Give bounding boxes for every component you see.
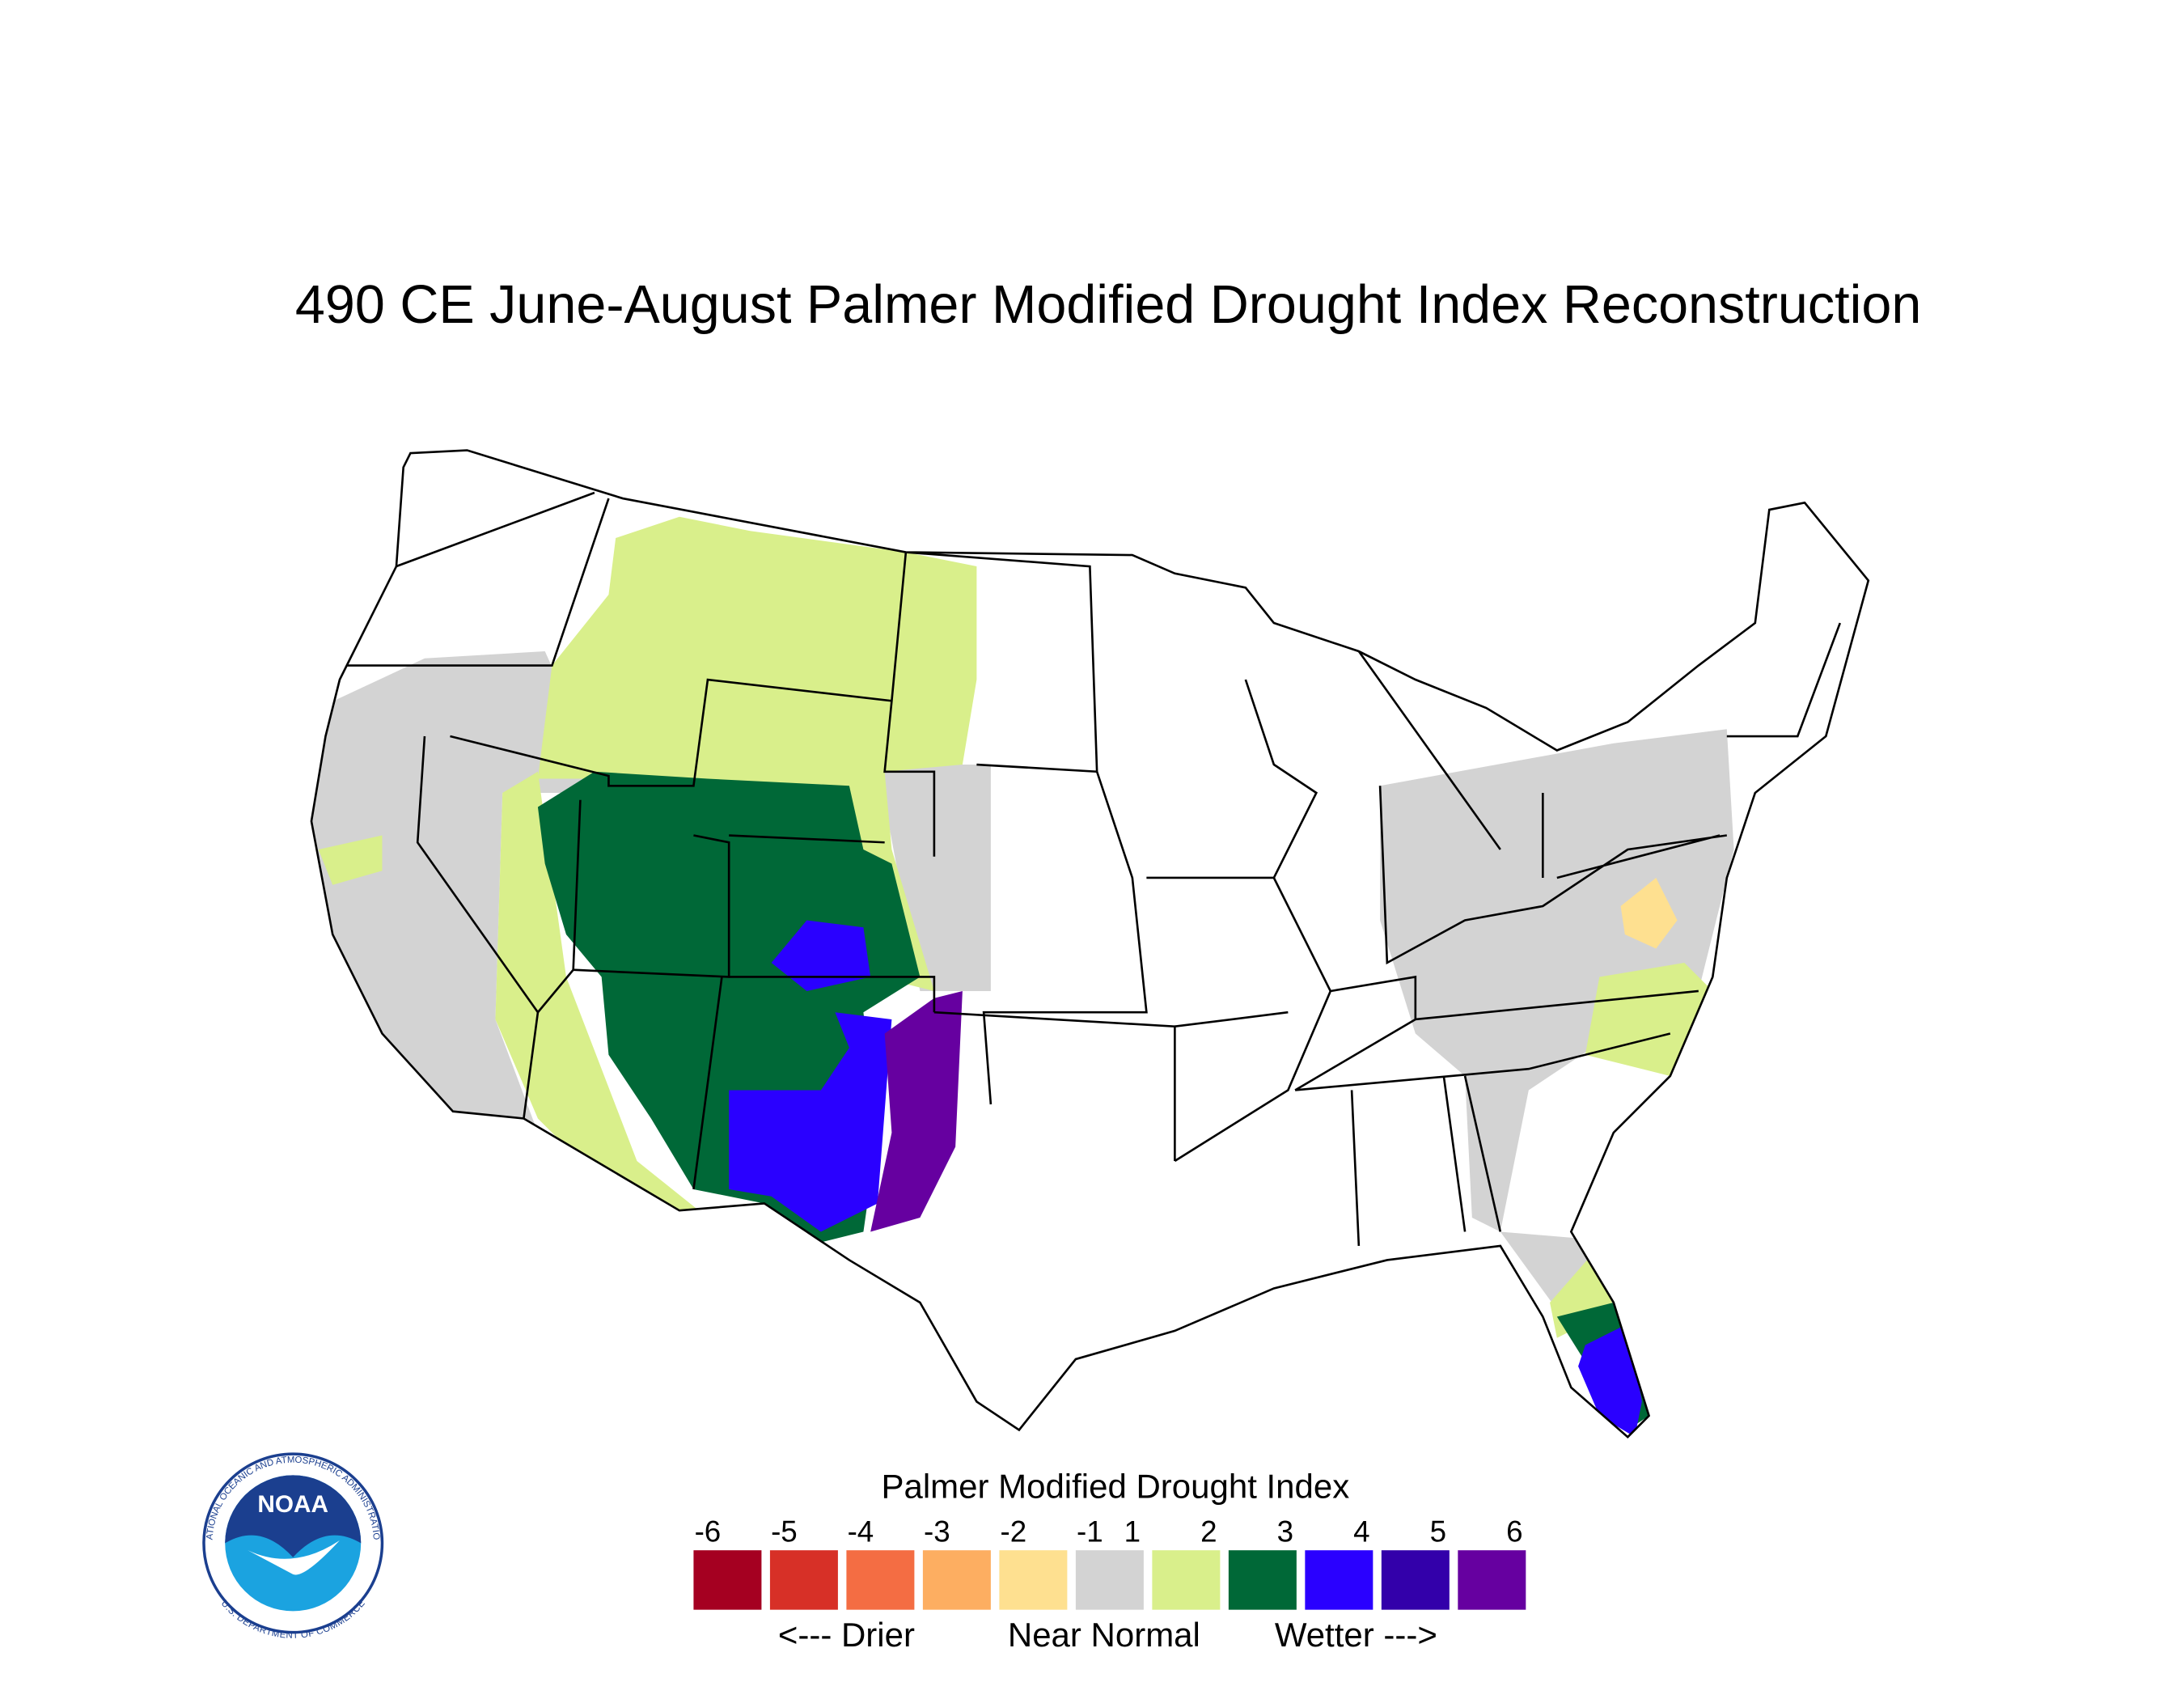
legend-tick-label: 6	[1506, 1515, 1522, 1549]
region-exceptional-wet	[870, 990, 963, 1232]
legend-tick-label: -5	[771, 1515, 798, 1549]
legend-tick-label: -3	[924, 1515, 950, 1549]
legend: -6 -5 -4 -3 -2 -1 1 2 3 4 5 6 <--- Drier Near Normal W…	[693, 1515, 1526, 1654]
region-near-normal	[311, 651, 609, 1133]
legend-swatch	[1075, 1550, 1144, 1610]
legend-swatch	[1152, 1550, 1221, 1610]
region-extreme-wet	[1578, 1324, 1642, 1438]
region-near-normal	[877, 765, 991, 991]
logo-name: NOAA	[257, 1491, 328, 1518]
legend-tick-label: 2	[1200, 1515, 1217, 1549]
legend-swatch	[922, 1550, 991, 1610]
legend-swatch	[999, 1550, 1068, 1610]
legend-swatch	[1228, 1550, 1297, 1610]
legend-swatch	[693, 1550, 762, 1610]
region-wet	[495, 771, 708, 1218]
region-wet	[318, 835, 383, 885]
legend-tick-label: 1	[1124, 1515, 1141, 1549]
legend-swatch	[769, 1550, 838, 1610]
legend-swatch	[1458, 1550, 1526, 1610]
legend-label: Wetter --->	[1275, 1616, 1437, 1654]
region-extreme-wet	[729, 920, 892, 1232]
legend-swatch	[846, 1550, 915, 1610]
legend-title: Palmer Modified Drought Index	[881, 1467, 1349, 1505]
legend-swatch	[1381, 1550, 1450, 1610]
region-dry	[1620, 877, 1678, 949]
logo-bird	[248, 1540, 340, 1575]
legend-label: Near Normal	[1008, 1616, 1200, 1654]
legend-tick-label: -4	[848, 1515, 874, 1549]
legend-swatch	[1305, 1550, 1373, 1610]
map-title: 490 CE June-August Palmer Modified Droug…	[295, 275, 1921, 335]
legend-label: <--- Drier	[778, 1616, 915, 1654]
legend-tick-label: 3	[1277, 1515, 1293, 1549]
state-lines	[339, 491, 1842, 1247]
legend-tick-label: -6	[695, 1515, 722, 1549]
legend-tick-label: 4	[1353, 1515, 1369, 1549]
logo-top	[225, 1475, 362, 1557]
legend-tick-label: -2	[1001, 1515, 1027, 1549]
legend-tick-label: 5	[1430, 1515, 1446, 1549]
state-borders	[310, 449, 1870, 1438]
legend-tick-label: -1	[1077, 1515, 1103, 1549]
